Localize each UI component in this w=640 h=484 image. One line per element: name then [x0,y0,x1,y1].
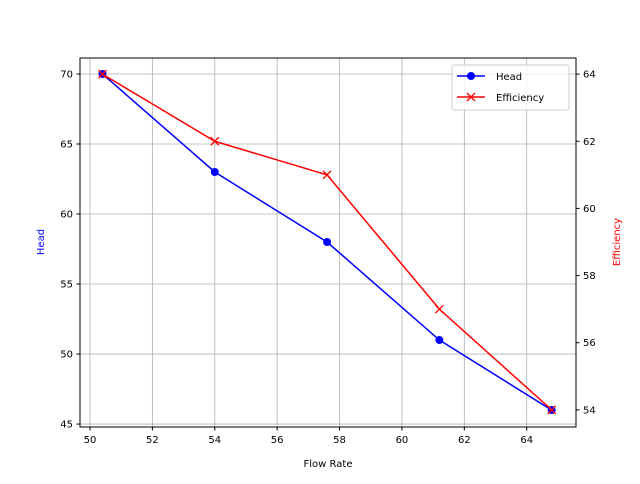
right-y-tick-label: 56 [583,338,596,349]
head-point [323,238,332,247]
x-tick-label: 56 [271,435,284,446]
efficiency-point [210,136,220,146]
legend: Head Efficiency [451,64,570,111]
x-tick-label: 50 [84,435,97,446]
legend-efficiency-marker [466,92,476,102]
right-y-tick-label: 60 [583,204,596,215]
right-y-tick-label: 54 [583,405,596,416]
legend-head-label: Head [496,72,522,83]
left-y-tick-label: 60 [60,210,73,221]
left-y-tick-label: 70 [60,69,73,80]
legend-efficiency-label: Efficiency [496,93,544,104]
x-tick-label: 54 [208,435,221,446]
plot-frame [79,57,577,428]
series-lines [98,69,557,415]
right-y-tick-label: 64 [583,70,596,81]
ticks: 50 52 54 56 58 60 62 64 45 50 55 60 65 70 54 56 58 60 62 64 [60,69,595,446]
left-y-tick-label: 50 [60,350,73,361]
x-tick-label: 64 [520,435,533,446]
efficiency-point [547,405,557,415]
x-tick-label: 60 [396,435,409,446]
legend-head-marker [467,72,475,80]
left-axis-label: Head [36,229,47,255]
right-y-tick-label: 58 [583,271,596,282]
x-tick-label: 58 [333,435,346,446]
left-y-tick-label: 45 [60,420,73,431]
head-point [210,167,219,176]
left-y-tick-label: 65 [60,139,73,150]
right-y-tick-label: 62 [583,137,596,148]
efficiency-point [434,304,444,314]
head-point [435,336,444,345]
efficiency-point [322,170,332,180]
right-axis-label: Efficiency [612,218,623,266]
left-y-tick-label: 55 [60,280,73,291]
x-axis-label: Flow Rate [304,459,353,470]
x-tick-label: 62 [458,435,471,446]
x-tick-label: 52 [146,435,159,446]
efficiency-point [98,69,107,79]
